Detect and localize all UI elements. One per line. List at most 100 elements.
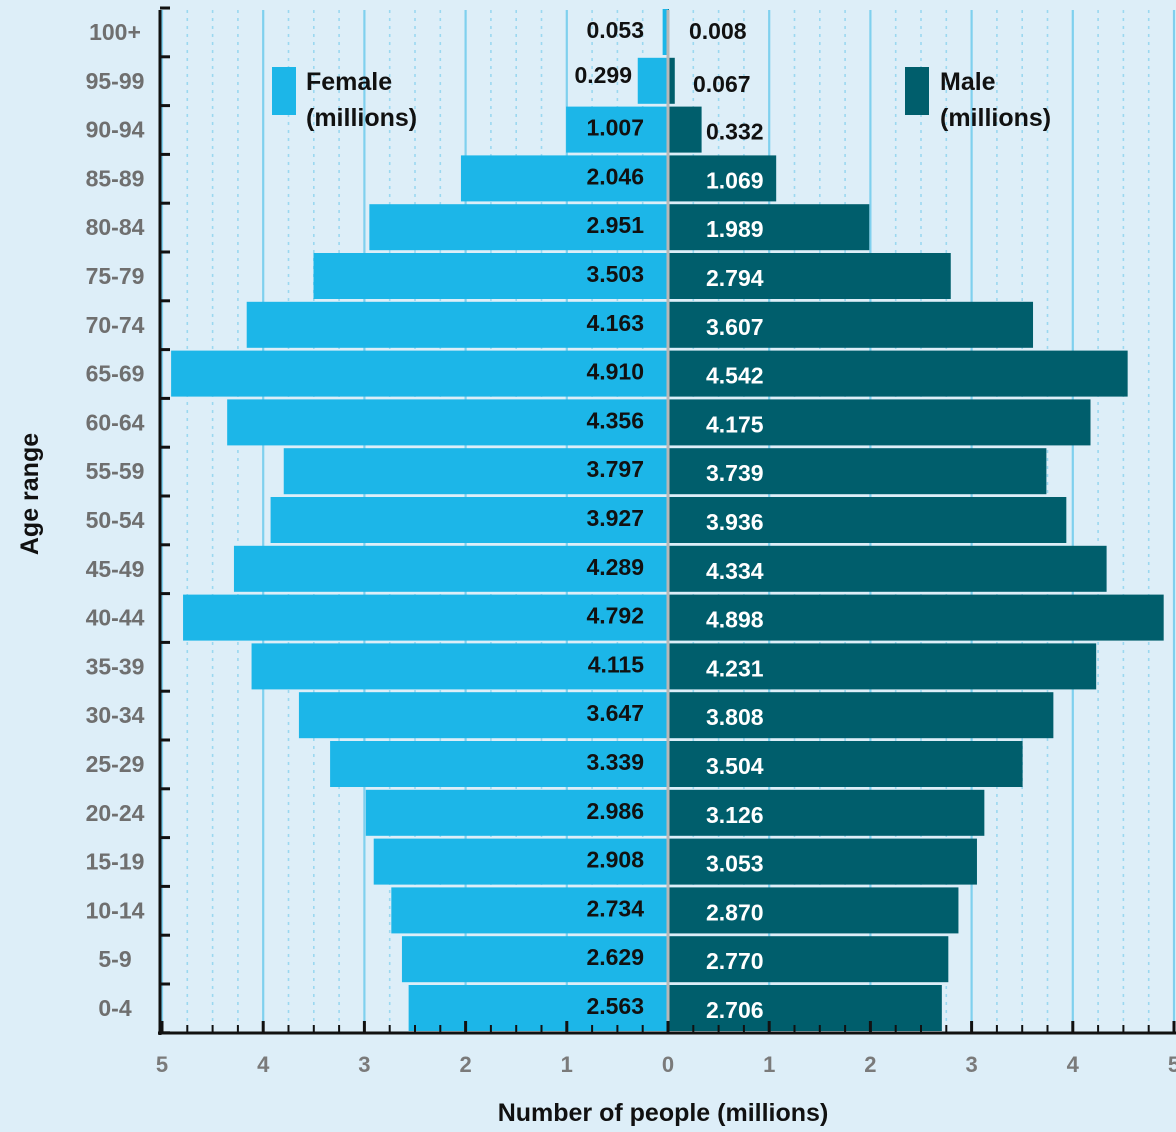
female-value-label: 2.046 bbox=[586, 163, 644, 189]
female-value-label: 2.986 bbox=[586, 798, 644, 824]
female-value-label: 0.299 bbox=[574, 62, 632, 88]
male-bar bbox=[668, 545, 1107, 592]
female-value-label: 2.734 bbox=[586, 895, 644, 921]
male-bar bbox=[668, 448, 1047, 495]
x-tick-label: 3 bbox=[965, 1052, 977, 1077]
bars bbox=[171, 9, 1164, 1031]
age-range-label: 90-94 bbox=[86, 117, 145, 143]
male-bar bbox=[668, 106, 702, 153]
male-value-label: 0.067 bbox=[693, 71, 751, 97]
female-bar bbox=[365, 789, 668, 836]
male-bar bbox=[668, 887, 959, 934]
female-value-label: 1.007 bbox=[586, 115, 644, 141]
male-value-label: 3.936 bbox=[706, 509, 764, 535]
male-bar bbox=[668, 350, 1128, 397]
male-bar bbox=[668, 204, 870, 251]
female-legend-label: (millions) bbox=[306, 104, 417, 132]
female-bar bbox=[313, 253, 668, 299]
male-bar bbox=[668, 594, 1164, 641]
female-value-label: 2.908 bbox=[586, 847, 644, 873]
male-bar bbox=[668, 57, 675, 104]
male-value-label: 0.332 bbox=[706, 119, 764, 145]
female-bar bbox=[283, 448, 668, 495]
male-legend-label: Male bbox=[940, 68, 996, 96]
labels: 5 4 3 2 1 0 1 2 3 4 5 100+ 95-99 90-94 85-89 80-84 75-79… bbox=[86, 17, 1176, 1077]
female-bar bbox=[171, 350, 668, 397]
male-value-label: 2.770 bbox=[706, 948, 764, 974]
male-value-label: 2.794 bbox=[706, 265, 764, 291]
male-value-label: 4.542 bbox=[706, 363, 764, 389]
female-bar bbox=[391, 887, 668, 934]
male-value-label: 3.739 bbox=[706, 460, 764, 486]
male-legend-label: (millions) bbox=[940, 104, 1051, 132]
female-value-label: 4.163 bbox=[586, 310, 644, 336]
x-tick-label: 3 bbox=[358, 1052, 370, 1077]
age-range-label: 75-79 bbox=[86, 263, 145, 289]
male-value-label: 0.008 bbox=[689, 18, 747, 44]
female-bar bbox=[270, 497, 668, 543]
x-tick-label: 5 bbox=[156, 1052, 168, 1077]
male-bar bbox=[668, 155, 777, 202]
age-range-label: 45-49 bbox=[86, 556, 145, 582]
female-value-label: 4.289 bbox=[586, 554, 644, 580]
age-range-label: 30-34 bbox=[86, 702, 145, 728]
age-range-label: 50-54 bbox=[86, 507, 145, 533]
x-tick-label: 2 bbox=[864, 1052, 876, 1077]
female-value-label: 3.797 bbox=[586, 456, 644, 482]
female-bar bbox=[637, 57, 668, 104]
male-bar bbox=[668, 985, 942, 1031]
female-value-label: 4.356 bbox=[586, 407, 644, 433]
age-range-label: 80-84 bbox=[86, 214, 145, 240]
female-legend-swatch bbox=[272, 67, 296, 115]
male-value-label: 4.334 bbox=[706, 558, 764, 584]
x-tick-label: 5 bbox=[1168, 1052, 1176, 1077]
female-bar bbox=[330, 741, 668, 787]
legend: Female (millions) Male (millions) bbox=[272, 67, 1051, 132]
age-range-label: 60-64 bbox=[86, 409, 145, 435]
male-bar bbox=[668, 643, 1097, 690]
male-value-label: 2.706 bbox=[706, 997, 764, 1023]
female-bar bbox=[183, 594, 668, 641]
axes bbox=[158, 6, 1176, 1035]
x-tick-label: 4 bbox=[1067, 1052, 1080, 1077]
male-bar bbox=[668, 741, 1023, 787]
female-bar bbox=[298, 692, 668, 739]
x-axis-title: Number of people (millions) bbox=[498, 1099, 829, 1127]
male-value-label: 1.069 bbox=[706, 167, 764, 193]
male-value-label: 3.808 bbox=[706, 704, 764, 730]
female-bar bbox=[246, 301, 668, 348]
female-value-label: 2.563 bbox=[586, 993, 644, 1019]
x-tick-label: 1 bbox=[561, 1052, 573, 1077]
x-tick-label: 2 bbox=[459, 1052, 471, 1077]
y-axis-title: Age range bbox=[16, 433, 44, 555]
male-bar bbox=[668, 838, 977, 885]
male-bar bbox=[668, 253, 951, 299]
female-bar bbox=[662, 9, 668, 55]
female-value-label: 4.910 bbox=[586, 359, 644, 385]
female-bar bbox=[369, 204, 668, 251]
age-range-label: 15-19 bbox=[86, 849, 145, 875]
x-tick-label: 4 bbox=[257, 1052, 270, 1077]
male-value-label: 2.870 bbox=[706, 899, 764, 925]
female-value-label: 2.629 bbox=[586, 944, 644, 970]
age-range-label: 0-4 bbox=[98, 995, 131, 1021]
female-value-label: 3.339 bbox=[586, 749, 644, 775]
male-bar bbox=[668, 692, 1054, 739]
x-tick-label: 1 bbox=[763, 1052, 775, 1077]
male-bar bbox=[668, 497, 1067, 543]
female-bar bbox=[401, 936, 668, 983]
age-range-label: 95-99 bbox=[86, 68, 145, 94]
male-value-label: 4.231 bbox=[706, 655, 764, 681]
female-value-label: 0.053 bbox=[586, 17, 644, 43]
age-range-label: 35-39 bbox=[86, 653, 145, 679]
female-bar bbox=[566, 106, 668, 153]
age-range-label: 70-74 bbox=[86, 312, 145, 338]
age-range-label: 85-89 bbox=[86, 165, 145, 191]
male-value-label: 4.175 bbox=[706, 411, 764, 437]
female-bar bbox=[408, 985, 668, 1031]
female-bar bbox=[227, 399, 669, 446]
female-value-label: 4.792 bbox=[586, 603, 644, 629]
male-bar bbox=[668, 789, 985, 836]
age-range-label: 100+ bbox=[89, 19, 141, 45]
